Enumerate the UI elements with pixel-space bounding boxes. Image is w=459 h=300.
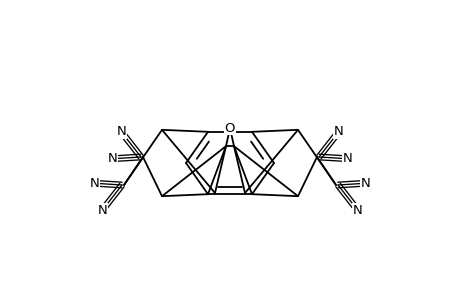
Text: N: N (107, 152, 117, 165)
Text: N: N (333, 125, 343, 138)
Text: N: N (97, 204, 107, 217)
Text: N: N (360, 177, 370, 190)
Text: N: N (352, 204, 362, 217)
Text: O: O (224, 122, 235, 135)
Text: N: N (342, 152, 352, 165)
Text: N: N (89, 177, 99, 190)
Text: N: N (116, 125, 126, 138)
